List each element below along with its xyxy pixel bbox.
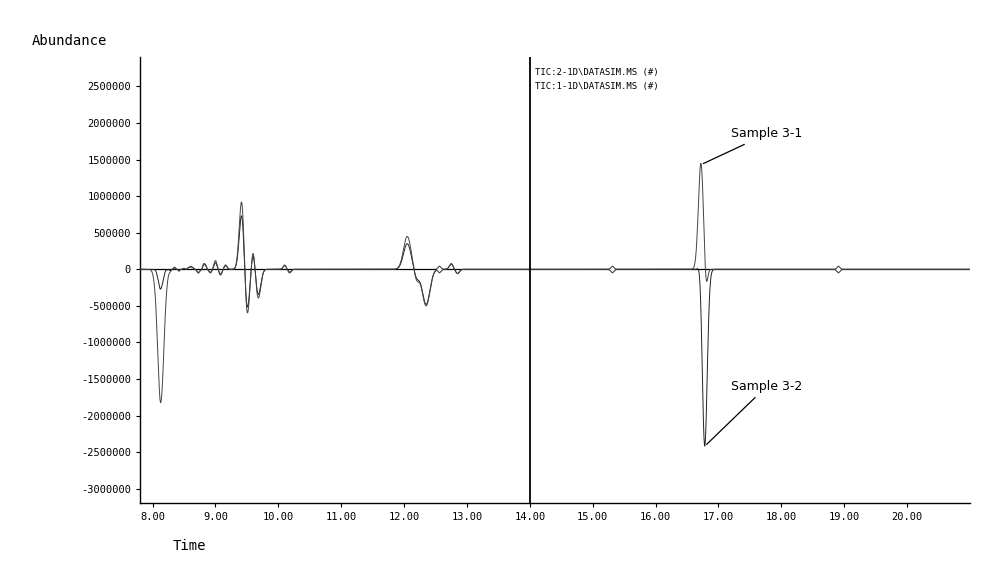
X-axis label: Time: Time	[173, 539, 207, 553]
Text: TIC:2-1D\DATASIM.MS (#): TIC:2-1D\DATASIM.MS (#)	[535, 68, 659, 77]
Text: Sample 3-2: Sample 3-2	[707, 380, 802, 444]
Text: TIC:1-1D\DATASIM.MS (#): TIC:1-1D\DATASIM.MS (#)	[535, 82, 659, 91]
Text: Sample 3-1: Sample 3-1	[703, 128, 802, 164]
Text: Abundance: Abundance	[32, 34, 107, 48]
